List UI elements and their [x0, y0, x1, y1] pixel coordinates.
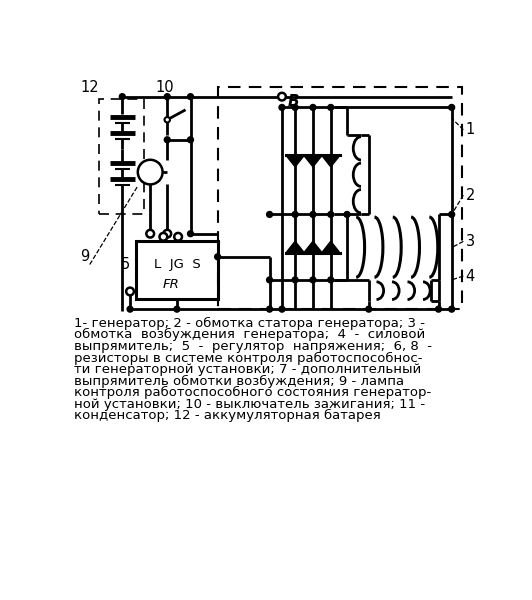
Circle shape	[279, 306, 285, 312]
Circle shape	[174, 233, 182, 241]
Circle shape	[292, 277, 298, 283]
Polygon shape	[322, 241, 339, 252]
Circle shape	[119, 94, 125, 100]
Text: 12: 12	[80, 80, 99, 95]
Circle shape	[146, 230, 154, 238]
Circle shape	[448, 104, 455, 110]
Text: B: B	[287, 94, 299, 109]
Text: 10: 10	[156, 80, 174, 95]
Circle shape	[292, 104, 298, 110]
Circle shape	[127, 306, 133, 312]
Text: обмотка  возбуждения  генератора;  4  -  силовой: обмотка возбуждения генератора; 4 - сило…	[74, 328, 426, 341]
Text: 2: 2	[466, 188, 475, 203]
Text: ной установки; 10 - выключатель зажигания; 11 -: ной установки; 10 - выключатель зажигани…	[74, 398, 426, 411]
Text: 1- генератор; 2 - обмотка статора генератора; 3 -: 1- генератор; 2 - обмотка статора генера…	[74, 317, 425, 330]
Text: 9: 9	[80, 250, 89, 264]
Circle shape	[448, 212, 455, 217]
Text: резисторы в системе контроля работоспособнос-: резисторы в системе контроля работоспосо…	[74, 352, 423, 365]
Text: 4: 4	[466, 269, 475, 284]
Circle shape	[164, 94, 170, 100]
Circle shape	[310, 212, 316, 217]
Circle shape	[279, 104, 285, 110]
Circle shape	[188, 94, 194, 100]
Circle shape	[267, 306, 272, 312]
Circle shape	[138, 160, 163, 184]
Text: контроля работоспособного состояния генератор-: контроля работоспособного состояния гене…	[74, 386, 431, 399]
Polygon shape	[322, 156, 339, 167]
Polygon shape	[287, 241, 304, 252]
Circle shape	[267, 212, 272, 217]
Circle shape	[310, 104, 316, 110]
Circle shape	[436, 306, 442, 312]
Polygon shape	[304, 241, 321, 252]
Text: выпрямитель;  5  -  регулятор  напряжения;  6, 8  -: выпрямитель; 5 - регулятор напряжения; 6…	[74, 340, 432, 353]
Text: конденсатор; 12 - аккумуляторная батарея: конденсатор; 12 - аккумуляторная батарея	[74, 409, 381, 422]
Circle shape	[126, 287, 134, 295]
Text: FR: FR	[162, 278, 179, 292]
Circle shape	[448, 306, 455, 312]
Circle shape	[215, 254, 221, 260]
Circle shape	[328, 212, 334, 217]
Text: выпрямитель обмотки возбуждения; 9 - лампа: выпрямитель обмотки возбуждения; 9 - лам…	[74, 374, 404, 388]
Text: 3: 3	[466, 234, 475, 249]
Circle shape	[278, 93, 286, 100]
Circle shape	[174, 306, 180, 312]
Circle shape	[310, 277, 316, 283]
Text: L  JG  S: L JG S	[154, 259, 201, 271]
Text: 5: 5	[121, 257, 130, 272]
Circle shape	[292, 212, 298, 217]
Circle shape	[188, 137, 194, 143]
Circle shape	[188, 231, 194, 236]
Circle shape	[366, 306, 372, 312]
Polygon shape	[304, 156, 321, 167]
Circle shape	[164, 137, 170, 143]
Circle shape	[344, 212, 350, 217]
Circle shape	[160, 233, 167, 241]
Circle shape	[163, 230, 171, 238]
Text: ти генераторной установки; 7 - дополнительный: ти генераторной установки; 7 - дополните…	[74, 363, 421, 376]
Polygon shape	[287, 156, 304, 167]
Text: 1: 1	[466, 122, 475, 137]
Circle shape	[164, 117, 170, 122]
Circle shape	[328, 104, 334, 110]
Circle shape	[267, 277, 272, 283]
Circle shape	[328, 277, 334, 283]
